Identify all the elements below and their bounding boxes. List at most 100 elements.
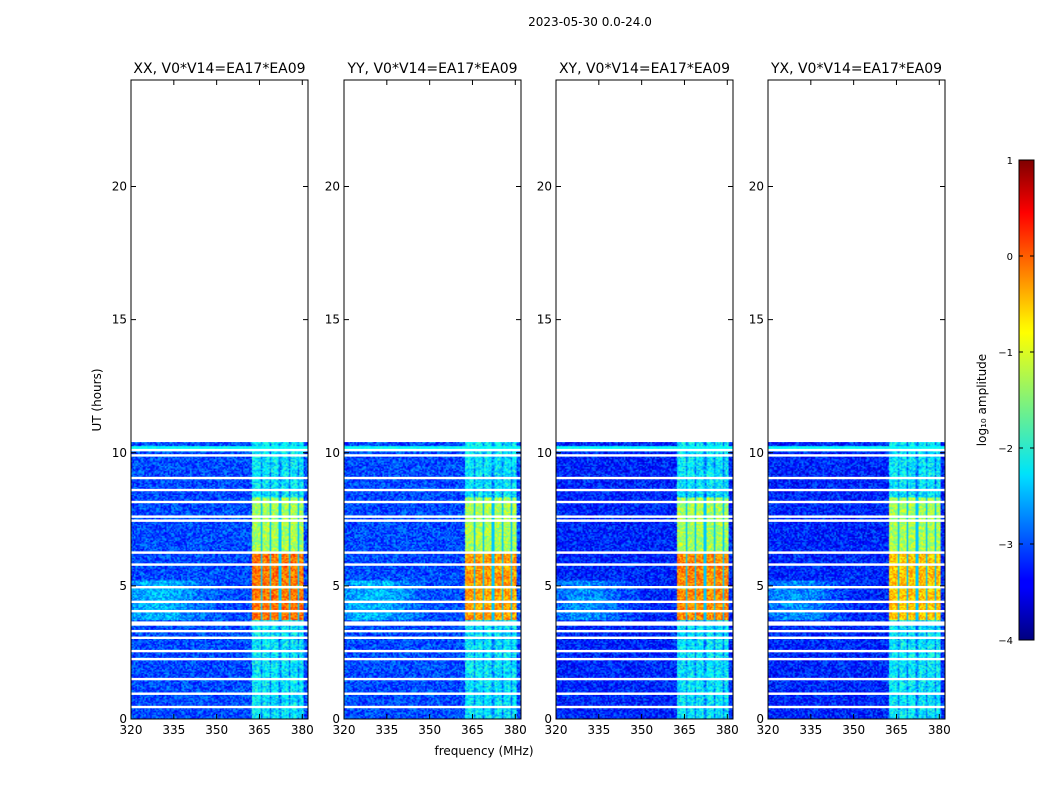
flagged-row [344, 586, 521, 589]
flagged-row [344, 705, 521, 709]
flagged-row [131, 519, 308, 522]
colorbar-tick-label: −3 [998, 540, 1013, 551]
flagged-row [131, 454, 308, 457]
figure-suptitle: 2023-05-30 0.0-24.0 [528, 15, 652, 29]
panel-title: XY, V0*V14=EA17*EA09 [559, 61, 730, 77]
flagged-row [768, 636, 945, 639]
flagged-row [344, 448, 521, 452]
x-tick-label: 365 [673, 723, 696, 737]
flagged-row [768, 519, 945, 522]
heatmap-image [344, 442, 521, 719]
x-tick-label: 320 [545, 723, 568, 737]
flagged-row [556, 629, 733, 633]
flagged-row [556, 448, 733, 452]
flagged-row [768, 692, 945, 695]
x-tick-label: 365 [461, 723, 484, 737]
flagged-row [344, 551, 521, 554]
flagged-row [131, 488, 308, 492]
y-tick-label: 15 [325, 313, 340, 327]
flagged-row [556, 515, 733, 518]
flagged-row [344, 515, 521, 518]
y-tick-label: 5 [756, 579, 764, 593]
flagged-row [344, 623, 521, 626]
flagged-row [344, 488, 521, 492]
flagged-row [768, 600, 945, 604]
flagged-row [131, 657, 308, 661]
flagged-row [556, 600, 733, 604]
flagged-row [768, 515, 945, 518]
y-tick-label: 15 [749, 313, 764, 327]
flagged-row [131, 649, 308, 653]
flagged-row [556, 692, 733, 695]
y-tick-label: 5 [332, 579, 340, 593]
flagged-row [556, 621, 733, 624]
y-tick-label: 20 [749, 180, 764, 194]
colorbar-label: log₁₀ amplitude [975, 354, 989, 446]
flagged-row [344, 500, 521, 504]
flagged-row [344, 657, 521, 661]
colorbar-tick-label: 1 [1007, 156, 1013, 167]
flagged-row [556, 636, 733, 639]
flagged-row [556, 649, 733, 653]
x-tick-label: 380 [716, 723, 739, 737]
heatmap-image [556, 442, 733, 719]
colorbar-tick-label: −2 [998, 444, 1013, 455]
flagged-row [131, 563, 308, 566]
y-tick-label: 20 [325, 180, 340, 194]
flagged-row [556, 623, 733, 626]
flagged-row [768, 657, 945, 661]
flagged-row [131, 609, 308, 613]
flagged-row [131, 623, 308, 626]
y-tick-label: 10 [112, 446, 127, 460]
axes-frame [130, 79, 309, 720]
panel-xy: XY, V0*V14=EA17*EA09 320 335 350 365 380 0 5 10 1… [537, 61, 739, 737]
x-tick-label: 335 [587, 723, 610, 737]
flagged-row [556, 586, 733, 589]
flagged-row [131, 692, 308, 695]
y-tick-label: 0 [332, 712, 340, 726]
y-tick-label: 10 [537, 446, 552, 460]
flagged-row [131, 621, 308, 624]
axes-frame [767, 79, 946, 720]
heatmap-image [768, 442, 945, 719]
colorbar-tick-label: −1 [998, 348, 1013, 359]
y-tick-label: 10 [325, 446, 340, 460]
y-tick-label: 0 [119, 712, 127, 726]
flagged-row [131, 551, 308, 554]
x-tick-label: 320 [757, 723, 780, 737]
flagged-row [768, 609, 945, 613]
x-axis-label: frequency (MHz) [434, 744, 533, 758]
heatmap-image [131, 442, 308, 719]
flagged-row [131, 476, 308, 480]
panels: XX, V0*V14=EA17*EA09 320 335 350 365 380 0 5 10 1… [112, 61, 951, 737]
flagged-row [556, 551, 733, 554]
flagged-row [344, 629, 521, 633]
colorbar-gradient [1018, 159, 1035, 641]
flagged-row [556, 657, 733, 661]
flagged-row [344, 454, 521, 457]
flagged-row [344, 563, 521, 566]
colorbar: 1 0 −1 −2 −3 −4 [998, 156, 1035, 647]
flagged-row [768, 649, 945, 653]
flagged-row [344, 636, 521, 639]
flagged-row [768, 551, 945, 554]
y-tick-label: 15 [112, 313, 127, 327]
panel-title: YX, V0*V14=EA17*EA09 [770, 61, 942, 77]
colorbar-tick-label: 0 [1007, 252, 1013, 263]
panel-yy: YY, V0*V14=EA17*EA09 320 335 350 365 380 0 5 10 1… [325, 61, 527, 737]
x-tick-label: 320 [120, 723, 143, 737]
flagged-row [556, 476, 733, 480]
flagged-row [768, 500, 945, 504]
flagged-row [556, 705, 733, 709]
y-tick-label: 0 [544, 712, 552, 726]
x-tick-label: 380 [504, 723, 527, 737]
flagged-row [344, 621, 521, 624]
y-tick-label: 20 [112, 180, 127, 194]
panel-xx: XX, V0*V14=EA17*EA09 320 335 350 365 380 0 5 10 1… [112, 61, 314, 737]
flagged-row [556, 454, 733, 457]
x-tick-label: 335 [375, 723, 398, 737]
x-tick-label: 335 [162, 723, 185, 737]
flagged-row [131, 600, 308, 604]
flagged-row [768, 705, 945, 709]
